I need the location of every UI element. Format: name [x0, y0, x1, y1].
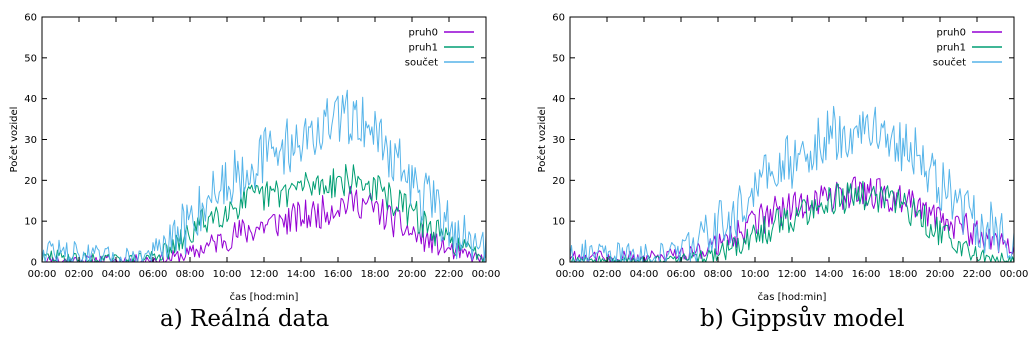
x-tick-label: 08:00 — [176, 269, 205, 280]
legend-label-2: součet — [933, 57, 966, 69]
y-tick-label: 50 — [24, 53, 37, 64]
y-tick-label: 20 — [552, 176, 565, 187]
y-tick-label: 10 — [552, 217, 565, 228]
y-tick-label: 0 — [31, 258, 37, 269]
y-tick-label: 20 — [24, 176, 37, 187]
y-tick-label: 40 — [24, 94, 37, 105]
x-tick-label: 06:00 — [139, 269, 168, 280]
x-tick-label: 18:00 — [361, 269, 390, 280]
x-tick-label: 08:00 — [704, 269, 733, 280]
x-tick-label: 02:00 — [65, 269, 94, 280]
caption-real-data: a) Reálná data — [160, 306, 330, 332]
legend-label-0: pruh0 — [409, 28, 439, 39]
x-tick-label: 04:00 — [102, 269, 131, 280]
series-line-1 — [41, 164, 487, 263]
x-tick-label: 10:00 — [213, 269, 242, 280]
y-tick-label: 10 — [24, 217, 37, 228]
legend-label-2: součet — [405, 57, 438, 69]
x-tick-label: 14:00 — [287, 269, 316, 280]
x-tick-label: 18:00 — [889, 269, 918, 280]
y-tick-label: 60 — [24, 13, 37, 24]
y-tick-label: 0 — [559, 258, 565, 269]
x-tick-label: 16:00 — [324, 269, 353, 280]
legend-label-1: pruh1 — [409, 43, 439, 54]
x-axis-title: čas [hod:min] — [230, 291, 299, 303]
legend-label-0: pruh0 — [937, 28, 967, 39]
x-tick-label: 12:00 — [250, 269, 279, 280]
y-tick-label: 30 — [552, 135, 565, 146]
x-tick-label: 00:00 — [28, 269, 57, 280]
x-tick-label: 14:00 — [815, 269, 844, 280]
legend-label-1: pruh1 — [937, 43, 967, 54]
x-tick-label: 16:00 — [852, 269, 881, 280]
x-axis-title: čas [hod:min] — [758, 291, 827, 303]
x-tick-label: 04:00 — [630, 269, 659, 280]
x-tick-label: 00:00 — [472, 269, 501, 280]
x-tick-label: 06:00 — [667, 269, 696, 280]
series-line-0 — [569, 176, 1015, 263]
y-tick-label: 60 — [552, 13, 565, 24]
series-line-2 — [569, 105, 1015, 263]
x-tick-label: 00:00 — [1000, 269, 1029, 280]
chart-real-data: 0 10 20 30 40 50 60 00:00 02:00 04:00 06:00 08:00 10… — [8, 13, 501, 304]
y-tick-label: 40 — [552, 94, 565, 105]
x-tick-label: 20:00 — [398, 269, 427, 280]
x-tick-label: 22:00 — [435, 269, 464, 280]
y-tick-label: 50 — [552, 53, 565, 64]
y-axis-title: Počet vozidel — [8, 107, 20, 173]
y-tick-label: 30 — [24, 135, 37, 146]
x-tick-label: 00:00 — [556, 269, 585, 280]
x-tick-label: 20:00 — [926, 269, 955, 280]
x-tick-label: 10:00 — [741, 269, 770, 280]
caption-gipps-model: b) Gippsův model — [700, 306, 905, 332]
x-tick-label: 12:00 — [778, 269, 807, 280]
y-axis-title: Počet vozidel — [536, 107, 548, 173]
x-tick-label: 22:00 — [963, 269, 992, 280]
x-tick-label: 02:00 — [593, 269, 622, 280]
chart-gipps-model: 0 10 20 30 40 50 60 00:00 02:00 04:00 06:00 08:00 10… — [536, 13, 1029, 304]
series-line-2 — [41, 89, 487, 263]
